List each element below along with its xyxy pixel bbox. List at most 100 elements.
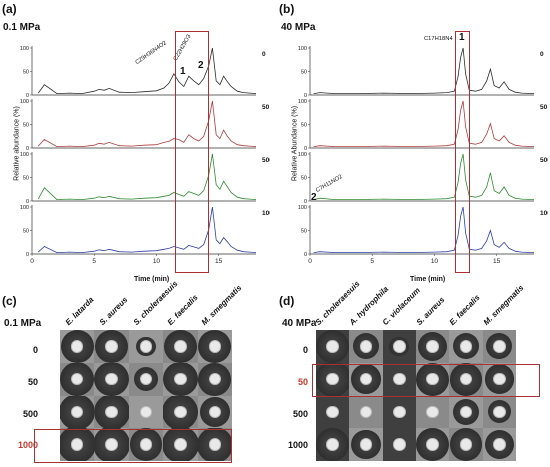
paper-disc: [70, 372, 84, 386]
paper-disc: [105, 405, 118, 419]
y-tick-label: 50: [301, 123, 307, 129]
panel-d-letter: (d): [279, 294, 295, 308]
panel-d-plate-cell: [349, 362, 383, 396]
organism-label: E. faecalis: [165, 292, 200, 327]
paper-disc: [393, 372, 406, 386]
paper-disc: [174, 438, 187, 451]
y-tick-label: 100: [298, 46, 307, 52]
series-line-1000: [37, 206, 257, 254]
panel-d-plate-cell: [449, 428, 483, 461]
panel-c-highlight-box: [34, 429, 232, 463]
organism-label: M. smegmatis: [481, 283, 525, 327]
paper-disc: [426, 372, 439, 386]
series-line-1000: [313, 206, 535, 254]
peak-a1-number: 1: [180, 66, 186, 77]
paper-disc: [208, 340, 221, 353]
panel-c-plate-cell: [94, 428, 129, 461]
panel-d-plate-cell: [482, 330, 516, 363]
paper-disc: [459, 372, 473, 386]
y-tick-label: 100: [298, 152, 307, 158]
panel-d-plate-cell: [316, 362, 350, 396]
paper-disc: [139, 340, 153, 353]
paper-disc: [326, 405, 339, 419]
y-tick-label: 0: [26, 252, 29, 258]
y-tick-label: 0: [26, 199, 29, 205]
y-tick-label: 100: [20, 46, 29, 52]
organism-label: E. latarda: [63, 295, 96, 327]
peak-b2-number: 2: [311, 192, 317, 203]
panel-d-plate-cell: [316, 330, 350, 363]
y-tick-label: 50: [23, 123, 29, 129]
trace-label-0: 0: [262, 51, 266, 58]
panel-c-plate-cell: [197, 330, 232, 363]
peak-b1-formula: C17H18N4: [424, 36, 453, 42]
panel-c-plate-cell: [128, 428, 164, 461]
paper-disc: [208, 438, 221, 451]
paper-disc: [326, 372, 339, 386]
paper-disc: [105, 438, 118, 451]
panel-d-plate-cell: [316, 428, 350, 461]
panel-c-plate-cell: [128, 395, 164, 429]
y-tick-label: 100: [298, 205, 307, 211]
trace-label-50: 50: [540, 104, 548, 111]
trace-label-0: 0: [540, 51, 544, 58]
panel-c-row-0: 0: [32, 345, 38, 355]
paper-disc: [105, 372, 118, 386]
panel-a-xlabel: Time (min): [134, 276, 170, 283]
panel-c-row-500: 500: [22, 409, 38, 419]
paper-disc: [208, 405, 221, 419]
panel-d-plate-cell: [349, 428, 383, 461]
y-tick-label: 0: [26, 146, 29, 152]
paper-disc: [459, 438, 473, 451]
panel-c-plate-cell: [60, 362, 95, 396]
x-tick-label: 5: [370, 258, 374, 265]
panel-c-plate-cell: [60, 428, 95, 461]
series-line-0: [313, 47, 535, 95]
paper-disc: [493, 372, 506, 386]
panel-d-plate-cell: [316, 395, 350, 429]
paper-disc: [493, 438, 506, 451]
panel-a-letter: (a): [2, 2, 17, 16]
panel-d-plate-cell: [416, 330, 450, 363]
paper-disc: [426, 340, 439, 353]
panel-c-plate-cell: [94, 362, 129, 396]
x-tick-label: 5: [92, 258, 96, 265]
x-tick-label: 10: [153, 258, 161, 265]
series-line-0: [37, 47, 257, 95]
panel-d-row-0: 0: [302, 345, 308, 355]
organism-label: E. faecalis: [447, 292, 482, 327]
y-tick-label: 50: [23, 70, 29, 76]
panel-d-pressure: 40 MPa: [282, 318, 317, 329]
paper-disc: [493, 340, 506, 353]
panel-d-plate-cell: [382, 330, 416, 363]
panel-c-plate-cell: [163, 428, 198, 461]
y-tick-label: 100: [20, 99, 29, 105]
paper-disc: [426, 438, 439, 451]
y-tick-label: 0: [26, 93, 29, 99]
panel-d-plate-cell: [382, 362, 416, 396]
paper-disc: [70, 340, 84, 353]
paper-disc: [426, 405, 439, 419]
y-tick-label: 0: [304, 93, 307, 99]
y-tick-label: 0: [304, 199, 307, 205]
panel-c-plate-cell: [60, 395, 95, 429]
series-line-500: [313, 153, 535, 201]
panel-b-xlabel: Time (min): [410, 276, 446, 283]
x-tick-label: 15: [215, 258, 223, 265]
paper-disc: [139, 438, 153, 451]
trace-label-50: 50: [262, 104, 270, 111]
x-tick-label: 15: [493, 258, 501, 265]
y-tick-label: 50: [301, 70, 307, 76]
trace-label-1000: 1000: [540, 210, 548, 217]
y-tick-label: 50: [23, 229, 29, 235]
x-tick-label: 0: [308, 258, 312, 265]
paper-disc: [70, 438, 84, 451]
x-tick-label: 10: [431, 258, 439, 265]
paper-disc: [359, 372, 373, 386]
paper-disc: [174, 405, 187, 419]
y-tick-label: 100: [20, 205, 29, 211]
panel-d-plate-cell: [416, 395, 450, 429]
chromatogram-b: 0501000050100500501005000501001000051015: [298, 46, 548, 265]
chromatogram-a: 0501000050100500501005000501001000051015: [20, 46, 270, 265]
panel-c-plate-cell: [128, 330, 164, 363]
